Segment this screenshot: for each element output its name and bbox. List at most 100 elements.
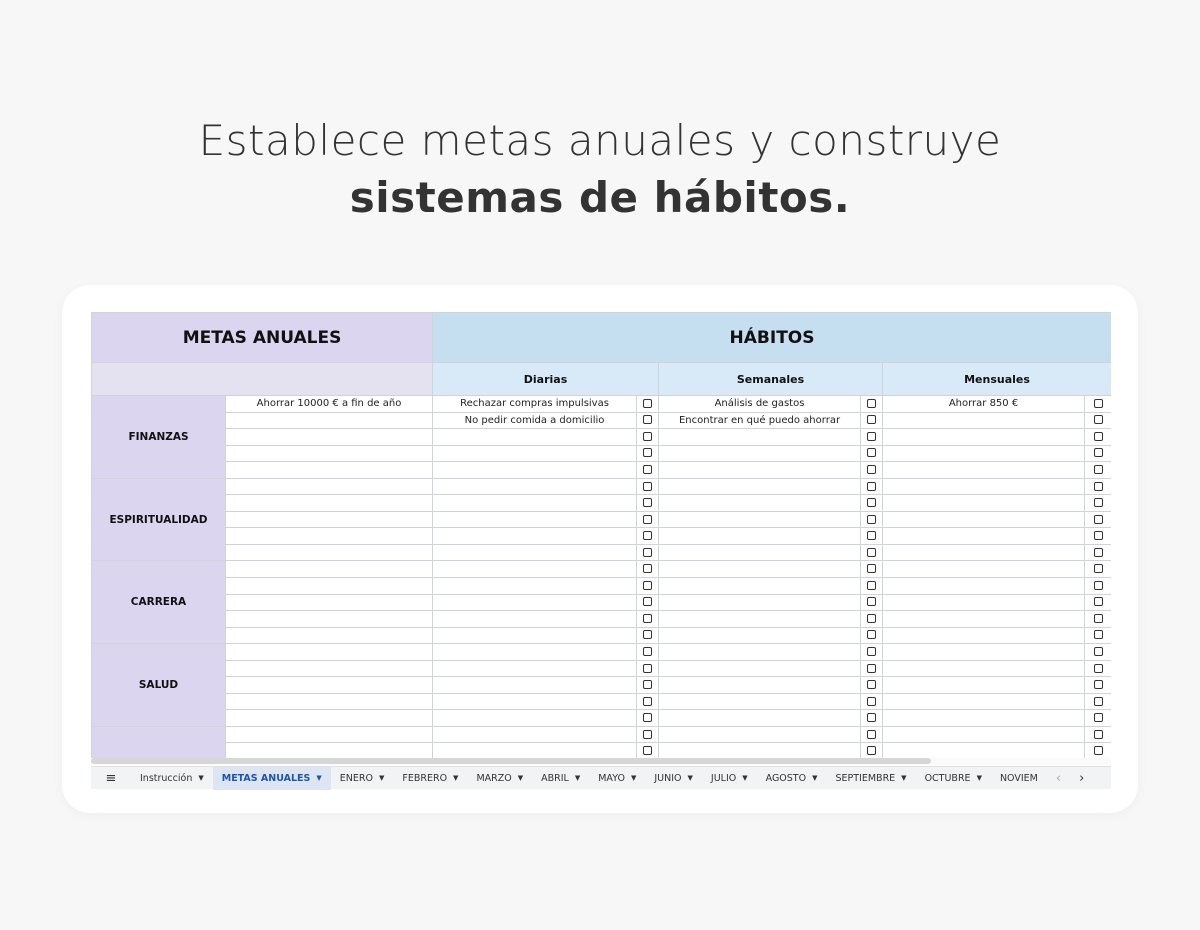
daily-habit-cell[interactable] [432,610,638,628]
checkbox-cell[interactable] [1084,411,1111,430]
category-cell[interactable] [91,725,226,758]
weekly-habit-cell[interactable] [658,676,862,694]
checkbox-cell[interactable] [636,742,660,758]
checkbox-unchecked-icon[interactable] [1093,531,1103,541]
checkbox-cell[interactable] [860,577,884,595]
checkbox-unchecked-icon[interactable] [1093,498,1103,508]
checkbox-cell[interactable] [636,643,660,661]
daily-habit-cell[interactable] [432,709,638,727]
checkbox-unchecked-icon[interactable] [867,514,877,524]
checkbox-unchecked-icon[interactable] [867,531,877,541]
checkbox-unchecked-icon[interactable] [1093,481,1103,491]
checkbox-unchecked-icon[interactable] [867,448,877,458]
dropdown-arrow-icon[interactable]: ▼ [517,774,524,782]
goal-cell[interactable] [224,610,434,628]
checkbox-cell[interactable] [860,659,884,678]
weekly-habit-cell[interactable] [658,510,862,529]
sheet-tab[interactable]: JUNIO ▼ [645,767,702,790]
checkbox-unchecked-icon[interactable] [867,547,877,557]
checkbox-cell[interactable] [1084,395,1111,413]
checkbox-unchecked-icon[interactable] [867,646,877,656]
monthly-habit-cell[interactable] [882,626,1086,645]
goal-cell[interactable] [224,494,434,512]
goal-cell[interactable] [224,643,434,661]
monthly-habit-cell[interactable] [882,428,1086,446]
checkbox-unchecked-icon[interactable] [643,663,653,673]
daily-habit-cell[interactable] [432,477,638,496]
scroll-right-icon[interactable]: › [1079,770,1085,786]
checkbox-cell[interactable] [860,593,884,612]
goal-cell[interactable] [224,742,434,758]
checkbox-cell[interactable] [1084,610,1111,628]
goal-cell[interactable] [224,543,434,562]
weekly-habit-cell[interactable] [658,560,862,579]
sheet-tab[interactable]: FEBRERO ▼ [393,767,467,790]
checkbox-unchecked-icon[interactable] [1093,564,1103,574]
checkbox-unchecked-icon[interactable] [643,564,653,574]
goal-cell[interactable] [224,411,434,430]
dropdown-arrow-icon[interactable]: ▼ [687,774,693,782]
monthly-habit-cell[interactable] [882,494,1086,512]
checkbox-unchecked-icon[interactable] [1093,514,1103,524]
daily-habit-cell[interactable] [432,461,638,479]
checkbox-unchecked-icon[interactable] [867,564,877,574]
checkbox-unchecked-icon[interactable] [1093,613,1103,623]
checkbox-unchecked-icon[interactable] [643,431,653,441]
checkbox-unchecked-icon[interactable] [643,498,653,508]
dropdown-arrow-icon[interactable]: ▼ [812,774,818,782]
sheet-tab[interactable]: ABRIL ▼ [532,767,589,790]
checkbox-unchecked-icon[interactable] [867,431,877,441]
goal-cell[interactable] [224,444,434,463]
dropdown-arrow-icon[interactable]: ▼ [453,774,459,782]
daily-habit-cell[interactable] [432,527,638,545]
weekly-habit-cell[interactable] [658,659,862,678]
daily-habit-cell[interactable] [432,626,638,645]
weekly-habit-cell[interactable] [658,577,862,595]
dropdown-arrow-icon[interactable]: ▼ [574,774,581,782]
checkbox-cell[interactable] [636,659,660,678]
sheet-tab[interactable]: SEPTIEMBRE ▼ [826,767,915,790]
goal-cell[interactable] [224,659,434,678]
checkbox-cell[interactable] [636,494,660,512]
monthly-habit-cell[interactable] [882,510,1086,529]
sheet-tab[interactable]: MARZO ▼ [467,767,532,790]
weekly-habit-cell[interactable] [658,543,862,562]
checkbox-cell[interactable] [1084,510,1111,529]
weekly-habit-cell[interactable] [658,593,862,612]
weekly-habit-cell[interactable] [658,626,862,645]
dropdown-arrow-icon[interactable]: ▼ [378,774,385,782]
goal-cell[interactable] [224,676,434,694]
daily-habit-cell[interactable] [432,725,638,744]
weekly-habit-cell[interactable] [658,643,862,661]
daily-habit-cell[interactable] [432,676,638,694]
sheet-tab[interactable]: MAYO ▼ [589,767,645,790]
monthly-habit-cell[interactable] [882,742,1086,758]
checkbox-cell[interactable] [860,742,884,758]
goal-cell[interactable]: Ahorrar 10000 € a fin de año [224,395,434,413]
checkbox-cell[interactable] [1084,659,1111,678]
goal-cell[interactable] [224,626,434,645]
daily-habit-cell[interactable] [432,659,638,678]
checkbox-cell[interactable] [636,543,660,562]
weekly-habit-cell[interactable]: Encontrar en qué puedo ahorrar [658,411,862,430]
checkbox-unchecked-icon[interactable] [1093,464,1103,474]
checkbox-cell[interactable] [860,709,884,727]
checkbox-unchecked-icon[interactable] [867,580,877,590]
checkbox-cell[interactable] [636,709,660,727]
daily-habit-cell[interactable] [432,643,638,661]
checkbox-cell[interactable] [860,692,884,711]
checkbox-cell[interactable] [860,510,884,529]
monthly-habit-cell[interactable] [882,676,1086,694]
daily-habit-cell[interactable]: Rechazar compras impulsivas [432,395,638,413]
checkbox-unchecked-icon[interactable] [867,613,877,623]
checkbox-unchecked-icon[interactable] [1093,398,1103,408]
checkbox-cell[interactable] [860,411,884,430]
category-cell[interactable]: SALUD [91,643,226,727]
checkbox-unchecked-icon[interactable] [643,398,653,408]
checkbox-cell[interactable] [860,461,884,479]
sheet-tab[interactable]: AGOSTO ▼ [757,767,827,790]
checkbox-unchecked-icon[interactable] [1093,746,1103,756]
goal-cell[interactable] [224,527,434,545]
checkbox-unchecked-icon[interactable] [867,713,877,723]
checkbox-cell[interactable] [1084,725,1111,744]
